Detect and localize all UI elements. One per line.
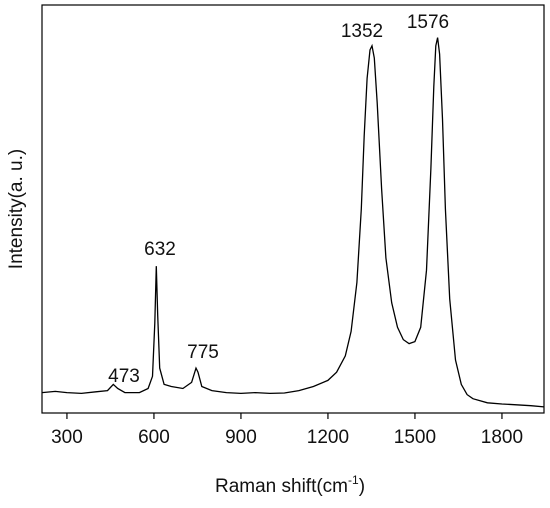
spectrum-line [41, 37, 545, 408]
x-label-end: ) [359, 476, 365, 497]
x-label-sup: -1 [348, 473, 359, 487]
x-tick-label: 1200 [307, 427, 349, 448]
x-tick-label: 300 [51, 427, 83, 448]
peak-label: 632 [144, 239, 176, 260]
x-tick-label: 900 [225, 427, 257, 448]
peak-label: 1352 [341, 21, 383, 42]
peak-label: 473 [108, 366, 140, 387]
x-tick-label: 1500 [394, 427, 436, 448]
x-axis-label: Raman shift(cm-1) [215, 473, 365, 497]
peak-label: 1576 [407, 12, 449, 33]
x-tick-label: 1800 [481, 427, 523, 448]
y-axis-label: Intensity(a. u.) [6, 149, 27, 269]
x-tick-label: 600 [138, 427, 170, 448]
plot-frame [41, 4, 545, 414]
x-label-main: Raman shift(cm [215, 476, 348, 497]
peak-label: 775 [187, 342, 219, 363]
